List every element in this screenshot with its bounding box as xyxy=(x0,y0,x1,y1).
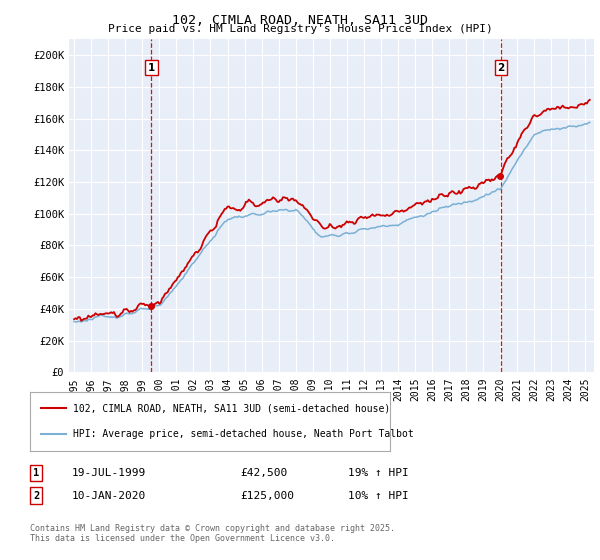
Text: Contains HM Land Registry data © Crown copyright and database right 2025.
This d: Contains HM Land Registry data © Crown c… xyxy=(30,524,395,543)
Text: 10-JAN-2020: 10-JAN-2020 xyxy=(72,491,146,501)
Text: 2: 2 xyxy=(33,491,39,501)
Text: 102, CIMLA ROAD, NEATH, SA11 3UD (semi-detached house): 102, CIMLA ROAD, NEATH, SA11 3UD (semi-d… xyxy=(73,403,391,413)
Text: 1: 1 xyxy=(148,63,155,73)
Text: 10% ↑ HPI: 10% ↑ HPI xyxy=(348,491,409,501)
Text: 2: 2 xyxy=(497,63,505,73)
Text: 19% ↑ HPI: 19% ↑ HPI xyxy=(348,468,409,478)
Text: 19-JUL-1999: 19-JUL-1999 xyxy=(72,468,146,478)
Text: £125,000: £125,000 xyxy=(240,491,294,501)
Text: Price paid vs. HM Land Registry's House Price Index (HPI): Price paid vs. HM Land Registry's House … xyxy=(107,24,493,34)
Text: 1: 1 xyxy=(33,468,39,478)
Text: £42,500: £42,500 xyxy=(240,468,287,478)
Text: 102, CIMLA ROAD, NEATH, SA11 3UD: 102, CIMLA ROAD, NEATH, SA11 3UD xyxy=(172,14,428,27)
Text: HPI: Average price, semi-detached house, Neath Port Talbot: HPI: Average price, semi-detached house,… xyxy=(73,430,414,440)
